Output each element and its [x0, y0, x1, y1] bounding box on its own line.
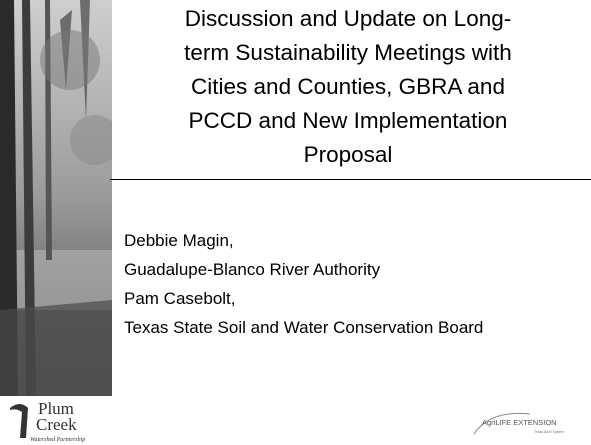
logo-text: Texas A&M System: [534, 430, 564, 434]
body-item: Texas State Soil and Water Conservation …: [124, 317, 574, 338]
title-line: Cities and Counties, GBRA and: [112, 70, 584, 104]
slide: Discussion and Update on Long- term Sust…: [0, 0, 591, 445]
title-rule: [110, 179, 591, 180]
title-line: PCCD and New Implementation: [112, 104, 584, 138]
body-item: Guadalupe-Blanco River Authority: [124, 259, 574, 280]
title-line: term Sustainability Meetings with: [112, 36, 584, 70]
forest-photo: [0, 0, 112, 396]
title-line: Proposal: [112, 138, 584, 172]
logo-text: Creek: [36, 415, 77, 434]
body-item: Pam Casebolt,: [124, 288, 574, 309]
plum-creek-logo: Plum Creek Watershed Partnership: [2, 398, 152, 444]
agrilife-logo: AgriLIFE EXTENSION Texas A&M System: [470, 408, 585, 438]
logo-text: AgriLIFE EXTENSION: [482, 418, 557, 427]
title-line: Discussion and Update on Long-: [112, 2, 584, 36]
body-item: Debbie Magin,: [124, 230, 574, 251]
logo-text: Watershed Partnership: [30, 437, 85, 443]
slide-title: Discussion and Update on Long- term Sust…: [112, 2, 584, 172]
body-list: Debbie Magin, Guadalupe-Blanco River Aut…: [124, 230, 574, 346]
